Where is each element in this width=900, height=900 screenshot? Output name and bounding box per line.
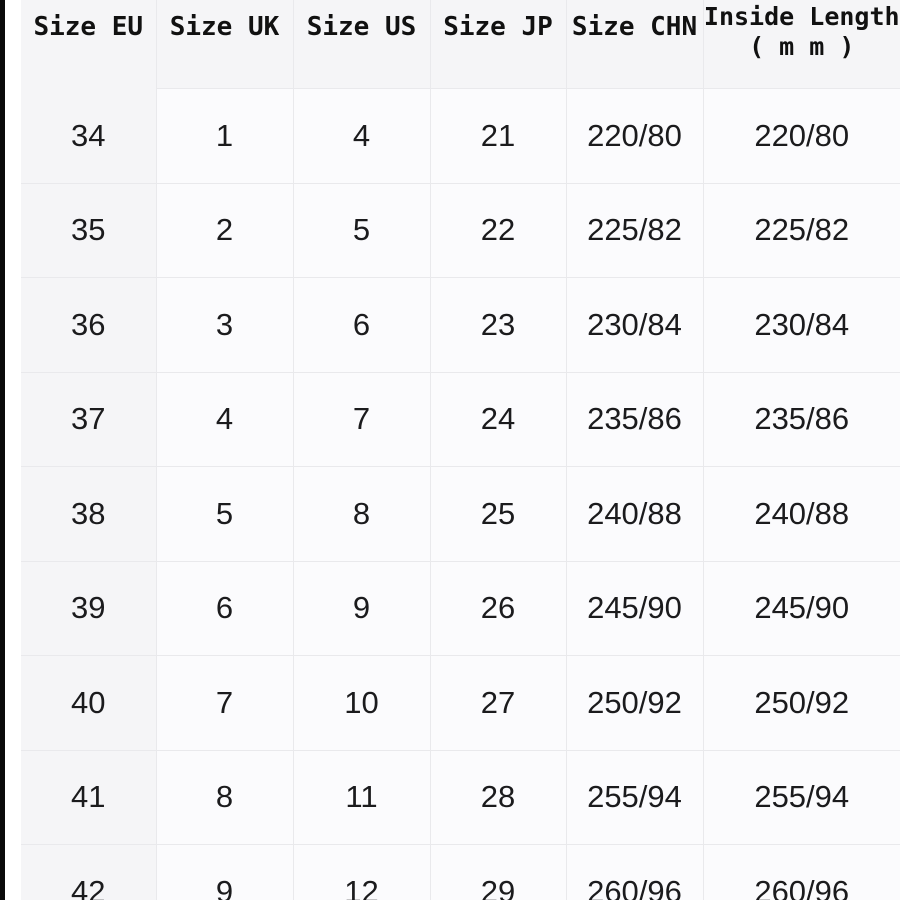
cell-inside-length: 245/90 bbox=[702, 560, 900, 656]
cell-size-uk: 5 bbox=[155, 466, 293, 561]
cell-size-jp: 22 bbox=[429, 182, 566, 278]
column-header-inside-length: Inside Length( m m ) bbox=[702, 0, 900, 89]
cell-size-chn: 240/88 bbox=[565, 466, 703, 561]
cell-size-us: 7 bbox=[292, 371, 430, 467]
cell-size-jp: 24 bbox=[429, 371, 566, 467]
cell-size-us: 10 bbox=[292, 655, 430, 750]
cell-size-uk: 2 bbox=[155, 182, 293, 278]
cell-size-us: 12 bbox=[292, 844, 430, 900]
cell-size-us: 11 bbox=[292, 749, 430, 845]
cell-size-chn: 245/90 bbox=[565, 560, 703, 656]
header-label-line2: ( m m ) bbox=[749, 32, 855, 61]
table-row: 42 9 12 29 260/96 260/96 bbox=[21, 844, 900, 900]
cell-size-jp: 23 bbox=[429, 277, 566, 372]
cell-size-chn: 235/86 bbox=[565, 371, 703, 467]
cell-size-chn: 260/96 bbox=[565, 844, 703, 900]
cell-inside-length: 235/86 bbox=[702, 371, 900, 467]
photo-edge-bar bbox=[0, 0, 5, 900]
column-header-size-eu: Size EU bbox=[21, 0, 156, 89]
table-row: 36 3 6 23 230/84 230/84 bbox=[21, 277, 900, 372]
cell-inside-length: 260/96 bbox=[702, 844, 900, 900]
cell-size-chn: 230/84 bbox=[565, 277, 703, 372]
table-row: 39 6 9 26 245/90 245/90 bbox=[21, 560, 900, 656]
cell-size-uk: 4 bbox=[155, 371, 293, 467]
cell-inside-length: 250/92 bbox=[702, 655, 900, 750]
table-row: 41 8 11 28 255/94 255/94 bbox=[21, 749, 900, 845]
cell-size-eu: 41 bbox=[21, 749, 156, 845]
cell-size-eu: 38 bbox=[21, 466, 156, 561]
cell-inside-length: 230/84 bbox=[702, 277, 900, 372]
cell-size-jp: 27 bbox=[429, 655, 566, 750]
column-header-size-jp: Size JP bbox=[429, 0, 566, 89]
column-header-size-uk: Size UK bbox=[155, 0, 293, 89]
cell-size-chn: 220/80 bbox=[565, 88, 703, 183]
cell-inside-length: 225/82 bbox=[702, 182, 900, 278]
cell-inside-length: 220/80 bbox=[702, 88, 900, 183]
cell-size-jp: 25 bbox=[429, 466, 566, 561]
header-label-line1: Inside Length bbox=[703, 2, 900, 31]
table-area: Size EU Size UK Size US Size JP Size CHN Insi… bbox=[21, 0, 900, 900]
cell-size-eu: 36 bbox=[21, 277, 156, 372]
table-row: 40 7 10 27 250/92 250/92 bbox=[21, 655, 900, 750]
cell-size-uk: 1 bbox=[155, 88, 293, 183]
cell-size-us: 8 bbox=[292, 466, 430, 561]
cell-size-us: 9 bbox=[292, 560, 430, 656]
cell-size-jp: 29 bbox=[429, 844, 566, 900]
cell-size-uk: 7 bbox=[155, 655, 293, 750]
cell-size-chn: 225/82 bbox=[565, 182, 703, 278]
cell-size-us: 6 bbox=[292, 277, 430, 372]
table-row: 37 4 7 24 235/86 235/86 bbox=[21, 371, 900, 467]
cell-inside-length: 240/88 bbox=[702, 466, 900, 561]
cell-size-chn: 255/94 bbox=[565, 749, 703, 845]
cell-size-jp: 28 bbox=[429, 749, 566, 845]
table-row: 38 5 8 25 240/88 240/88 bbox=[21, 466, 900, 561]
cell-size-uk: 8 bbox=[155, 749, 293, 845]
table-row: 35 2 5 22 225/82 225/82 bbox=[21, 182, 900, 278]
cell-size-eu: 40 bbox=[21, 655, 156, 750]
cell-size-eu: 37 bbox=[21, 371, 156, 467]
cell-size-eu: 42 bbox=[21, 844, 156, 900]
cell-size-eu: 39 bbox=[21, 560, 156, 656]
cell-size-uk: 6 bbox=[155, 560, 293, 656]
cell-size-jp: 21 bbox=[429, 88, 566, 183]
cell-size-uk: 9 bbox=[155, 844, 293, 900]
size-conversion-table: Size EU Size UK Size US Size JP Size CHN Insi… bbox=[21, 0, 900, 900]
column-header-size-chn: Size CHN bbox=[565, 0, 703, 89]
header-row: Size EU Size UK Size US Size JP Size CHN Insi… bbox=[21, 0, 900, 89]
column-header-size-us: Size US bbox=[292, 0, 430, 89]
table-row: 34 1 4 21 220/80 220/80 bbox=[21, 88, 900, 183]
cell-size-us: 4 bbox=[292, 88, 430, 183]
cell-size-jp: 26 bbox=[429, 560, 566, 656]
cell-size-chn: 250/92 bbox=[565, 655, 703, 750]
cell-size-us: 5 bbox=[292, 182, 430, 278]
cell-size-eu: 34 bbox=[21, 88, 156, 183]
cell-size-uk: 3 bbox=[155, 277, 293, 372]
cell-inside-length: 255/94 bbox=[702, 749, 900, 845]
cell-size-eu: 35 bbox=[21, 182, 156, 278]
